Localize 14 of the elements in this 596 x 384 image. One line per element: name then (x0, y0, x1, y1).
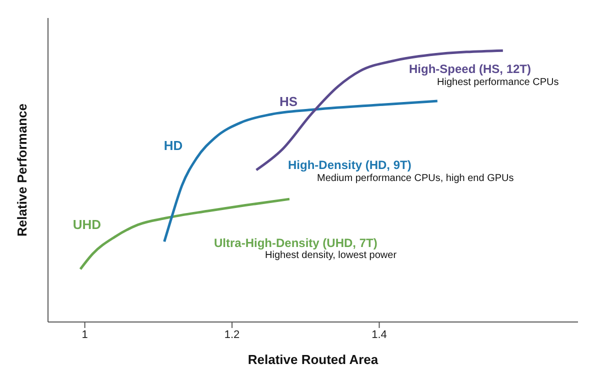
x-axis-title: Relative Routed Area (248, 352, 379, 367)
annotation: Ultra-High-Density (UHD, 7T) (214, 236, 378, 250)
annotation: Medium performance CPUs, high end GPUs (317, 173, 514, 184)
series-label: HS (279, 94, 298, 109)
annotation: High-Density (HD, 9T) (288, 158, 412, 172)
y-axis-title: Relative Performance (14, 104, 30, 236)
x-tick-label: 1 (82, 328, 88, 341)
annotation: Highest density, lowest power (265, 250, 397, 261)
series-label: UHD (72, 216, 101, 232)
annotation: High-Speed (HS, 12T) (409, 62, 532, 76)
x-tick-label: 1.4 (372, 328, 387, 341)
series-label: HD (164, 138, 183, 154)
annotation: Highest performance CPUs (437, 77, 559, 88)
x-tick-label: 1.2 (224, 328, 240, 341)
